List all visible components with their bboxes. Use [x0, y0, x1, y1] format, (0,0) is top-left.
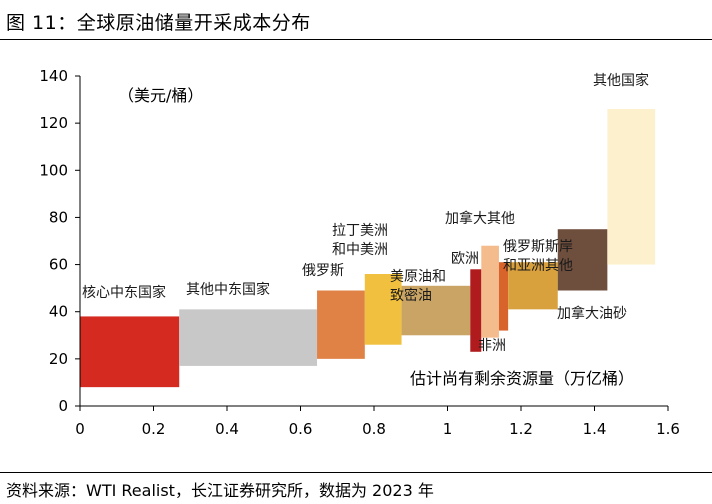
x-tick-label-7: 1.4	[583, 420, 607, 438]
cost-bar-2	[317, 290, 365, 359]
label-other-countries: 其他国家	[593, 72, 649, 89]
y-tick-label-5: 100	[39, 161, 68, 179]
cost-bar-3	[364, 274, 402, 345]
y-tick-label-2: 40	[49, 303, 68, 321]
x-tick-label-0: 0	[75, 420, 85, 438]
cost-bar-10	[607, 109, 656, 265]
label-europe: 欧洲	[451, 251, 479, 267]
source-note: 资料来源：WTI Realist，长江证券研究所，数据为 2023 年	[6, 481, 434, 500]
title-rule	[0, 39, 712, 40]
label-canada-other: 加拿大其他	[445, 210, 515, 227]
x-tick-label-8: 1.6	[656, 420, 680, 438]
figure-title: 图 11：全球原油储量开采成本分布	[6, 12, 311, 34]
y-tick-label-6: 120	[39, 114, 68, 132]
cost-bar-5	[470, 269, 482, 352]
label-russia-asia-line1: 俄罗斯斯岸	[503, 239, 573, 255]
x-tick-label-6: 1.2	[509, 420, 533, 438]
x-tick-label-4: 0.8	[362, 420, 386, 438]
x-tick-label-1: 0.2	[142, 420, 166, 438]
x-axis-label: 估计尚有剩余资源量（万亿桶）	[410, 369, 634, 388]
label-latin-america-line2: 和中美洲	[332, 242, 388, 258]
y-tick-label-7: 140	[39, 67, 68, 85]
cost-curve-chart: 0 0.2 0.4 0.6 0.8 1 1.2 1.4 1.6 0 20 40 60 80 100 120 1…	[39, 67, 680, 438]
cost-bar-6	[481, 245, 499, 338]
cost-bar-1	[179, 309, 318, 366]
label-us-crude-line2: 致密油	[390, 287, 432, 304]
label-russia-asia-line2: 和亚洲其他	[503, 258, 573, 274]
label-us-crude-line1: 美原油和	[390, 269, 446, 285]
source-rule	[0, 472, 712, 473]
y-axis-label: （美元/桶）	[118, 86, 203, 105]
label-africa: 非洲	[478, 338, 506, 354]
y-tick-label-0: 0	[58, 397, 68, 415]
cost-bar-9	[557, 229, 608, 291]
cost-bar-8	[508, 262, 558, 310]
y-tick-label-3: 60	[49, 256, 68, 274]
label-latin-america-line1: 拉丁美洲	[332, 223, 388, 239]
label-russia: 俄罗斯	[302, 263, 344, 279]
x-tick-label-2: 0.4	[215, 420, 239, 438]
cost-bar-7	[498, 262, 509, 331]
x-tick-label-3: 0.6	[289, 420, 313, 438]
x-tick-label-5: 1	[443, 420, 453, 438]
cost-bar-0	[80, 316, 180, 388]
label-other-middle-east: 其他中东国家	[186, 281, 270, 298]
label-core-middle-east: 核心中东国家	[82, 284, 166, 301]
cost-bar-4	[401, 285, 471, 336]
y-tick-label-1: 20	[49, 350, 68, 368]
label-canada-oil-sands: 加拿大油砂	[557, 305, 627, 322]
y-tick-label-4: 80	[49, 208, 68, 226]
